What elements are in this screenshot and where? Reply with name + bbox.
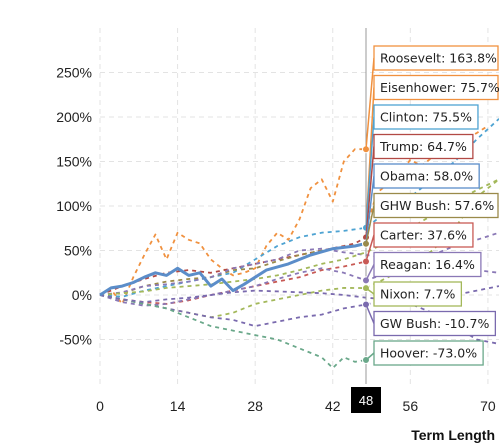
cursor-marker <box>362 257 370 266</box>
tooltip-connector <box>365 264 375 281</box>
tooltip-label: Hoover: -73.0% <box>380 346 477 361</box>
tooltip: Trump: 64.7% <box>373 133 474 160</box>
grid <box>99 28 499 384</box>
tooltip-connector <box>365 205 375 244</box>
tooltip-connector <box>365 352 375 361</box>
tooltip: Hoover: -73.0% <box>373 340 484 366</box>
tooltip-connector <box>365 146 375 238</box>
tooltip-box <box>373 163 480 189</box>
cursor-x-label-text: 48 <box>359 393 373 408</box>
tooltip-connector <box>365 57 375 150</box>
tooltip: GHW Bush: 57.6% <box>373 192 499 219</box>
x-tick-label: 28 <box>247 398 263 414</box>
tooltip-connector <box>365 116 375 228</box>
series-line-hoover[interactable] <box>99 294 367 369</box>
series-line-roosevelt[interactable] <box>99 148 366 305</box>
tooltip-connector <box>365 234 375 262</box>
y-tick-label: 150% <box>56 154 92 170</box>
x-axis-title: Term Length <box>411 427 495 443</box>
tooltip-label: Nixon: 7.7% <box>380 287 455 302</box>
tooltip-box <box>373 133 474 160</box>
tooltip: Nixon: 7.7% <box>373 281 463 307</box>
x-tick-label: 70 <box>480 398 496 414</box>
tooltip-connectors <box>365 57 375 361</box>
tooltip-label: Reagan: 16.4% <box>380 257 475 272</box>
tooltip-box <box>373 310 497 337</box>
tooltip: GW Bush: -10.7% <box>373 310 497 337</box>
tooltip-label: Roosevelt: 163.8% <box>380 51 497 66</box>
tooltip-box <box>373 192 499 219</box>
cursor-x-label[interactable]: 48 <box>351 387 381 413</box>
tooltip: Clinton: 75.5% <box>373 104 479 130</box>
y-tick-label: 50% <box>64 243 92 259</box>
tooltip: Eisenhower: 75.7% <box>373 74 499 101</box>
tooltip-box <box>373 104 479 130</box>
y-tick-label: 100% <box>56 198 92 214</box>
tooltip: Reagan: 16.4% <box>373 251 482 278</box>
tooltip-connector <box>365 287 375 295</box>
tooltip-box <box>373 45 499 71</box>
y-tick-label: 250% <box>56 65 92 81</box>
tooltip-label: Carter: 37.6% <box>380 228 467 243</box>
tooltip-connector <box>365 175 375 244</box>
tooltip-label: Obama: 58.0% <box>380 169 473 184</box>
tooltip-box <box>373 222 474 248</box>
tooltip-box <box>373 340 484 366</box>
tooltip: Roosevelt: 163.8% <box>373 45 499 71</box>
tooltip: Carter: 37.6% <box>373 222 474 248</box>
y-tick-label: 200% <box>56 109 92 125</box>
cursor-marker <box>362 276 370 285</box>
x-tick-label: 42 <box>325 398 341 414</box>
tooltip-label: Eisenhower: 75.7% <box>380 80 499 95</box>
tooltip-label: Trump: 64.7% <box>379 139 467 154</box>
x-tick-label: 14 <box>170 398 186 414</box>
y-tick-label: -50% <box>59 332 92 348</box>
x-tick-label: 56 <box>403 398 419 414</box>
tooltip-label: GHW Bush: 57.6% <box>380 198 494 213</box>
tooltip-connector <box>365 304 375 324</box>
tooltip-label: GW Bush: -10.7% <box>380 316 489 331</box>
tooltip: Obama: 58.0% <box>373 163 480 189</box>
series-line-carter[interactable] <box>99 260 367 305</box>
x-tick-label: 0 <box>96 398 104 414</box>
series-line-trump[interactable] <box>99 236 367 296</box>
y-axis-ticks: -50% 0% 50% 100% 150% 200% 250% <box>56 65 92 348</box>
x-axis-ticks: 0 14 28 42 56 70 <box>96 398 496 414</box>
tooltip-box <box>373 74 499 101</box>
y-tick-label: 0% <box>72 287 92 303</box>
series-line-obama[interactable] <box>99 241 367 297</box>
tooltips: Roosevelt: 163.8% Eisenhower: 75.7% Clinto… <box>373 45 499 366</box>
series-line-unlabeled[interactable] <box>99 285 499 303</box>
tooltip-box <box>373 281 463 307</box>
tooltip-box <box>373 251 482 278</box>
tooltip-label: Clinton: 75.5% <box>380 110 472 125</box>
